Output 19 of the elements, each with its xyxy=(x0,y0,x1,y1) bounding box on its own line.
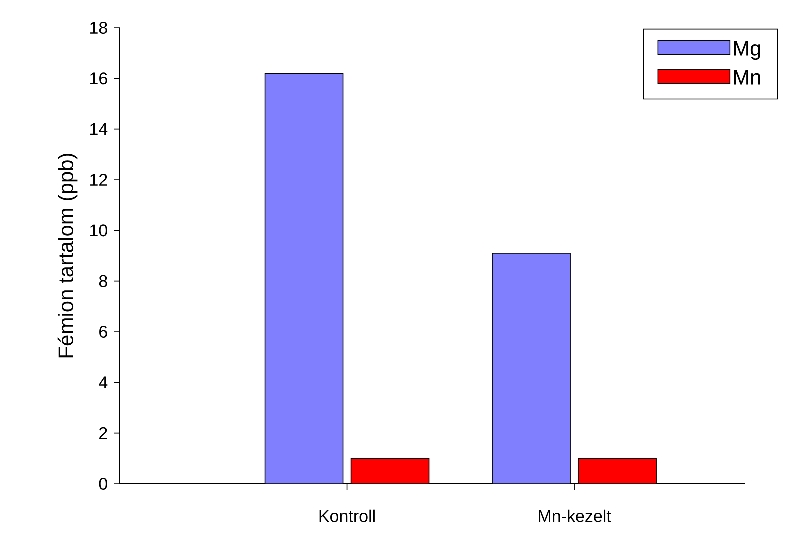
y-axis-title: Fémion tartalom (ppb) xyxy=(58,154,78,358)
y-tick-label: 10 xyxy=(90,224,108,237)
y-tick-label: 6 xyxy=(100,326,108,338)
y-tick-label: 4 xyxy=(99,376,108,389)
y-tick-label: 14 xyxy=(90,123,108,136)
x-tick-label: Kontroll xyxy=(320,510,375,522)
bar xyxy=(578,458,657,484)
bar xyxy=(350,458,430,484)
bar xyxy=(264,73,344,484)
y-tick-label: 0 xyxy=(99,478,108,490)
legend-label: Mn xyxy=(734,70,760,85)
y-tick-label: 12 xyxy=(90,174,108,186)
legend-label: Mg xyxy=(734,41,760,60)
y-tick-label: 8 xyxy=(99,275,108,288)
y-tick-label: 16 xyxy=(90,72,108,85)
y-tick-label: 2 xyxy=(100,427,108,440)
y-tick-label: 18 xyxy=(90,22,108,34)
bar xyxy=(492,253,571,484)
x-tick-label: Mn-kezelt xyxy=(539,510,612,522)
